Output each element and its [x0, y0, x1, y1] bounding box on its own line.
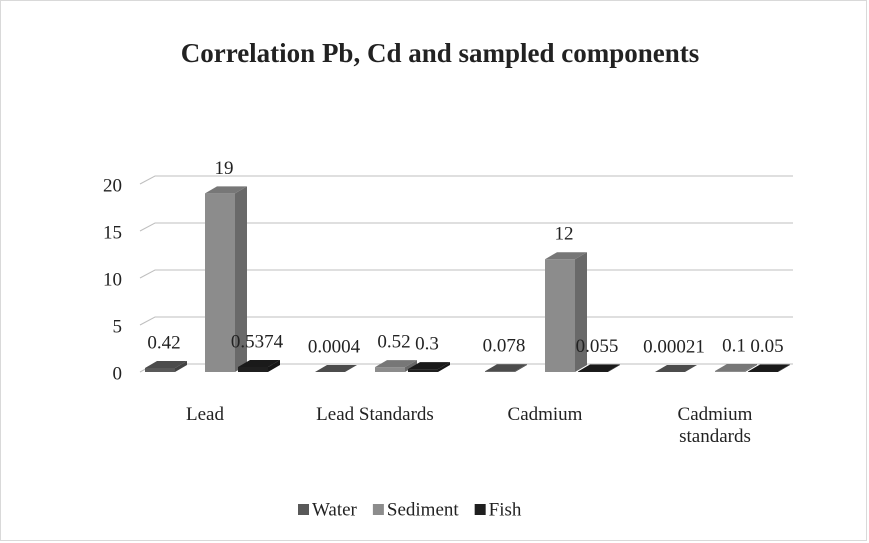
bar: [545, 252, 587, 372]
bar: [485, 364, 527, 372]
data-label: 0.52: [377, 331, 410, 352]
bar-side: [608, 364, 620, 372]
bar-front: [145, 368, 175, 372]
legend-label: Fish: [489, 499, 522, 520]
bar: [315, 364, 357, 372]
bar-front: [578, 371, 608, 372]
data-label: 0.3: [415, 334, 439, 355]
legend-swatch: [372, 504, 384, 515]
bar-front: [545, 259, 575, 372]
bar-top: [578, 364, 620, 372]
data-label: 0.1: [722, 335, 746, 356]
bar-front: [375, 367, 405, 372]
bar-side: [778, 364, 790, 372]
bar-side: [515, 364, 527, 372]
chart-title: Correlation Pb, Cd and sampled component…: [181, 38, 700, 68]
bar-top: [408, 362, 450, 370]
bar-side: [345, 364, 357, 372]
data-label: 0.0004: [308, 336, 361, 357]
bar: [145, 361, 187, 372]
y-tick-label: 20: [103, 175, 122, 196]
bar-side: [575, 252, 587, 372]
bar-top: [748, 364, 790, 372]
bar: [205, 186, 247, 372]
x-tick-label: Lead: [186, 404, 224, 425]
bar-side: [405, 360, 417, 372]
data-label: 0.05: [750, 336, 783, 357]
y-tick-label: 10: [103, 269, 122, 290]
bar-front: [238, 366, 268, 372]
bar-top: [375, 360, 417, 368]
y-tick-label: 5: [113, 316, 123, 337]
bar: [715, 364, 757, 372]
data-label: 0.078: [483, 336, 526, 357]
bar-side: [745, 364, 757, 372]
bar-top: [205, 186, 247, 194]
data-label: 0.055: [576, 336, 619, 357]
bar-top: [145, 361, 187, 369]
bar-top: [315, 364, 357, 372]
bar: [578, 364, 620, 372]
x-tick-label: Cadmium: [507, 404, 583, 425]
bar-front: [715, 371, 745, 372]
bar-side: [175, 361, 187, 372]
bar: [375, 360, 417, 372]
bar: [655, 364, 697, 372]
bar-front: [408, 369, 438, 372]
bar-side: [235, 186, 247, 372]
y-tick-label: 0: [113, 363, 123, 384]
bar-side: [438, 362, 450, 372]
legend-swatch: [474, 504, 486, 515]
bar-side: [685, 364, 697, 372]
bar-top: [238, 359, 280, 367]
legend-label: Sediment: [387, 499, 459, 520]
legend-swatch: [298, 504, 309, 515]
bar: [748, 364, 790, 372]
bar-top: [485, 364, 527, 372]
data-label: 0.00021: [643, 336, 705, 357]
data-label: 19: [215, 158, 234, 179]
grid-line: [139, 222, 793, 232]
legend-label: Water: [312, 499, 358, 520]
bar-top: [715, 364, 757, 372]
bar: [408, 362, 450, 372]
bar-top: [655, 364, 697, 372]
data-label: 0.5374: [231, 331, 284, 352]
x-tick-label: Cadmium standards: [677, 404, 753, 447]
grid-line: [139, 175, 793, 185]
bar-side: [268, 359, 280, 372]
bar: [238, 359, 280, 372]
data-label: 12: [555, 224, 574, 245]
data-label: 0.42: [147, 332, 180, 353]
y-tick-label: 15: [103, 222, 122, 243]
x-tick-label: Lead Standards: [316, 404, 434, 425]
bar-front: [485, 371, 515, 372]
bar-front: [205, 193, 235, 372]
bar-top: [545, 252, 587, 260]
